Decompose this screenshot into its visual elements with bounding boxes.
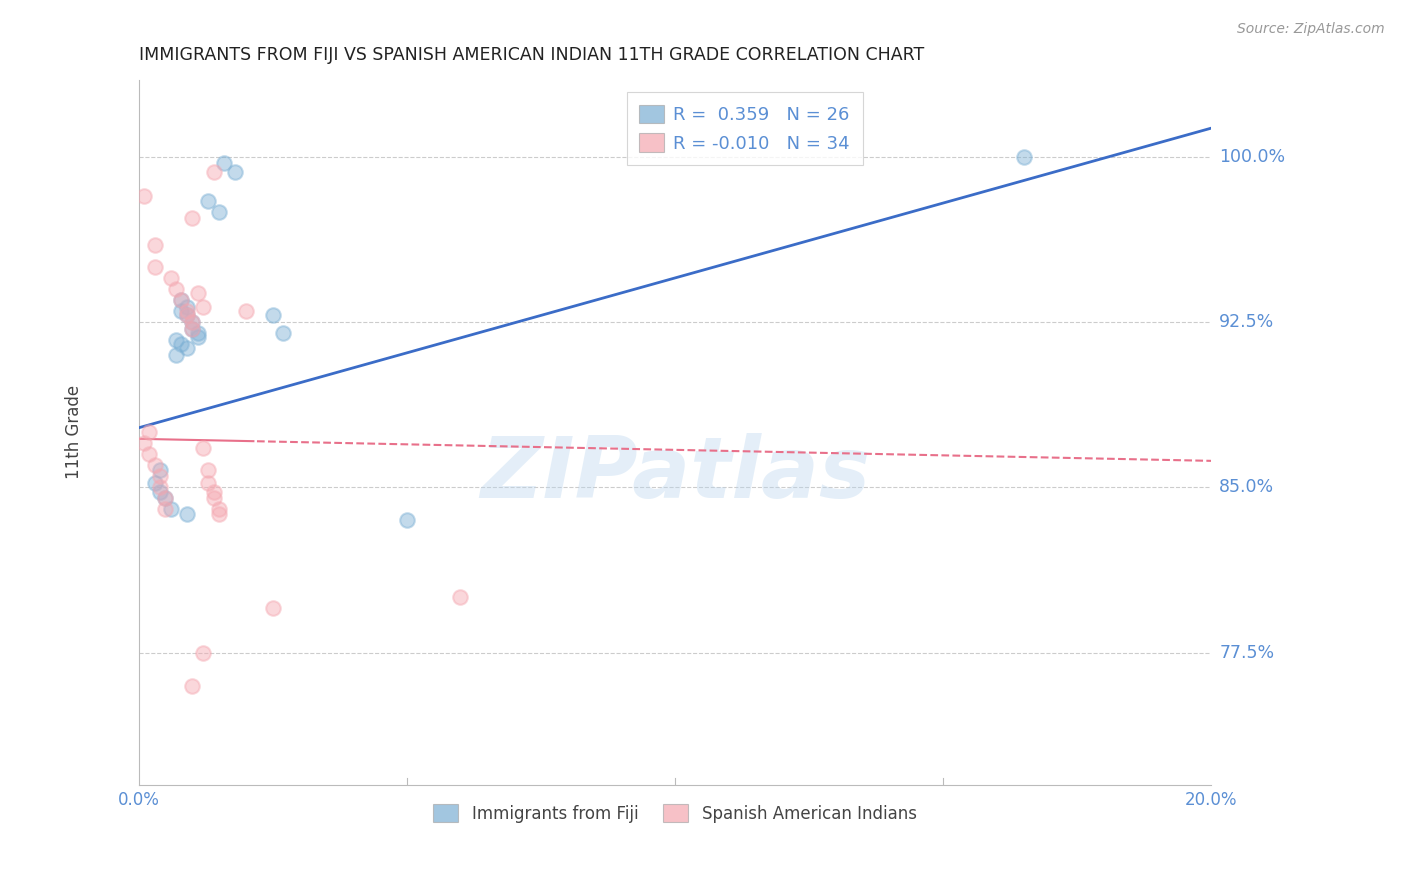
Point	[176, 300, 198, 314]
Point	[143, 458, 166, 473]
Point	[181, 679, 204, 693]
Point	[149, 463, 172, 477]
Point	[181, 315, 204, 329]
Point	[181, 321, 204, 335]
Point	[176, 309, 198, 323]
Point	[187, 330, 209, 344]
Point	[187, 326, 209, 340]
Text: 100.0%: 100.0%	[1219, 148, 1285, 166]
Point	[132, 189, 155, 203]
Point	[262, 601, 284, 615]
Point	[176, 309, 198, 323]
Text: Source: ZipAtlas.com: Source: ZipAtlas.com	[1237, 22, 1385, 37]
Point	[143, 260, 166, 274]
Point	[191, 300, 214, 314]
Point	[170, 293, 193, 307]
Point	[176, 304, 198, 318]
Point	[202, 484, 225, 499]
Point	[224, 165, 246, 179]
Text: 77.5%: 77.5%	[1219, 643, 1274, 662]
Legend: Immigrants from Fiji, Spanish American Indians: Immigrants from Fiji, Spanish American I…	[426, 797, 924, 830]
Point	[262, 309, 284, 323]
Point	[149, 484, 172, 499]
Point	[202, 165, 225, 179]
Point	[208, 205, 231, 219]
Point	[187, 286, 209, 301]
Point	[159, 502, 181, 516]
Point	[155, 502, 177, 516]
Point	[181, 315, 204, 329]
Text: 20.0%: 20.0%	[1185, 791, 1237, 809]
Point	[235, 304, 257, 318]
Point	[170, 337, 193, 351]
Point	[165, 348, 187, 362]
Point	[197, 475, 219, 490]
Point	[202, 491, 225, 506]
Point	[273, 326, 295, 340]
Point	[149, 469, 172, 483]
Point	[165, 282, 187, 296]
Point	[159, 271, 181, 285]
Point	[208, 502, 231, 516]
Point	[181, 211, 204, 226]
Text: IMMIGRANTS FROM FIJI VS SPANISH AMERICAN INDIAN 11TH GRADE CORRELATION CHART: IMMIGRANTS FROM FIJI VS SPANISH AMERICAN…	[139, 46, 924, 64]
Point	[155, 491, 177, 506]
Point	[176, 342, 198, 356]
Point	[191, 441, 214, 455]
Point	[449, 591, 471, 605]
Point	[138, 425, 160, 440]
Point	[208, 507, 231, 521]
Point	[191, 646, 214, 660]
Point	[138, 447, 160, 461]
Point	[132, 436, 155, 450]
Point	[155, 491, 177, 506]
Text: 92.5%: 92.5%	[1219, 313, 1275, 331]
Point	[143, 475, 166, 490]
Point	[170, 293, 193, 307]
Point	[1012, 150, 1035, 164]
Point	[181, 321, 204, 335]
Point	[143, 238, 166, 252]
Text: 85.0%: 85.0%	[1219, 478, 1274, 496]
Text: 0.0%: 0.0%	[118, 791, 159, 809]
Point	[395, 513, 418, 527]
Point	[170, 304, 193, 318]
Point	[197, 194, 219, 208]
Point	[214, 156, 236, 170]
Text: 11th Grade: 11th Grade	[65, 385, 83, 479]
Text: ZIPatlas: ZIPatlas	[479, 433, 870, 516]
Point	[165, 333, 187, 347]
Point	[197, 463, 219, 477]
Point	[176, 507, 198, 521]
Point	[149, 480, 172, 494]
